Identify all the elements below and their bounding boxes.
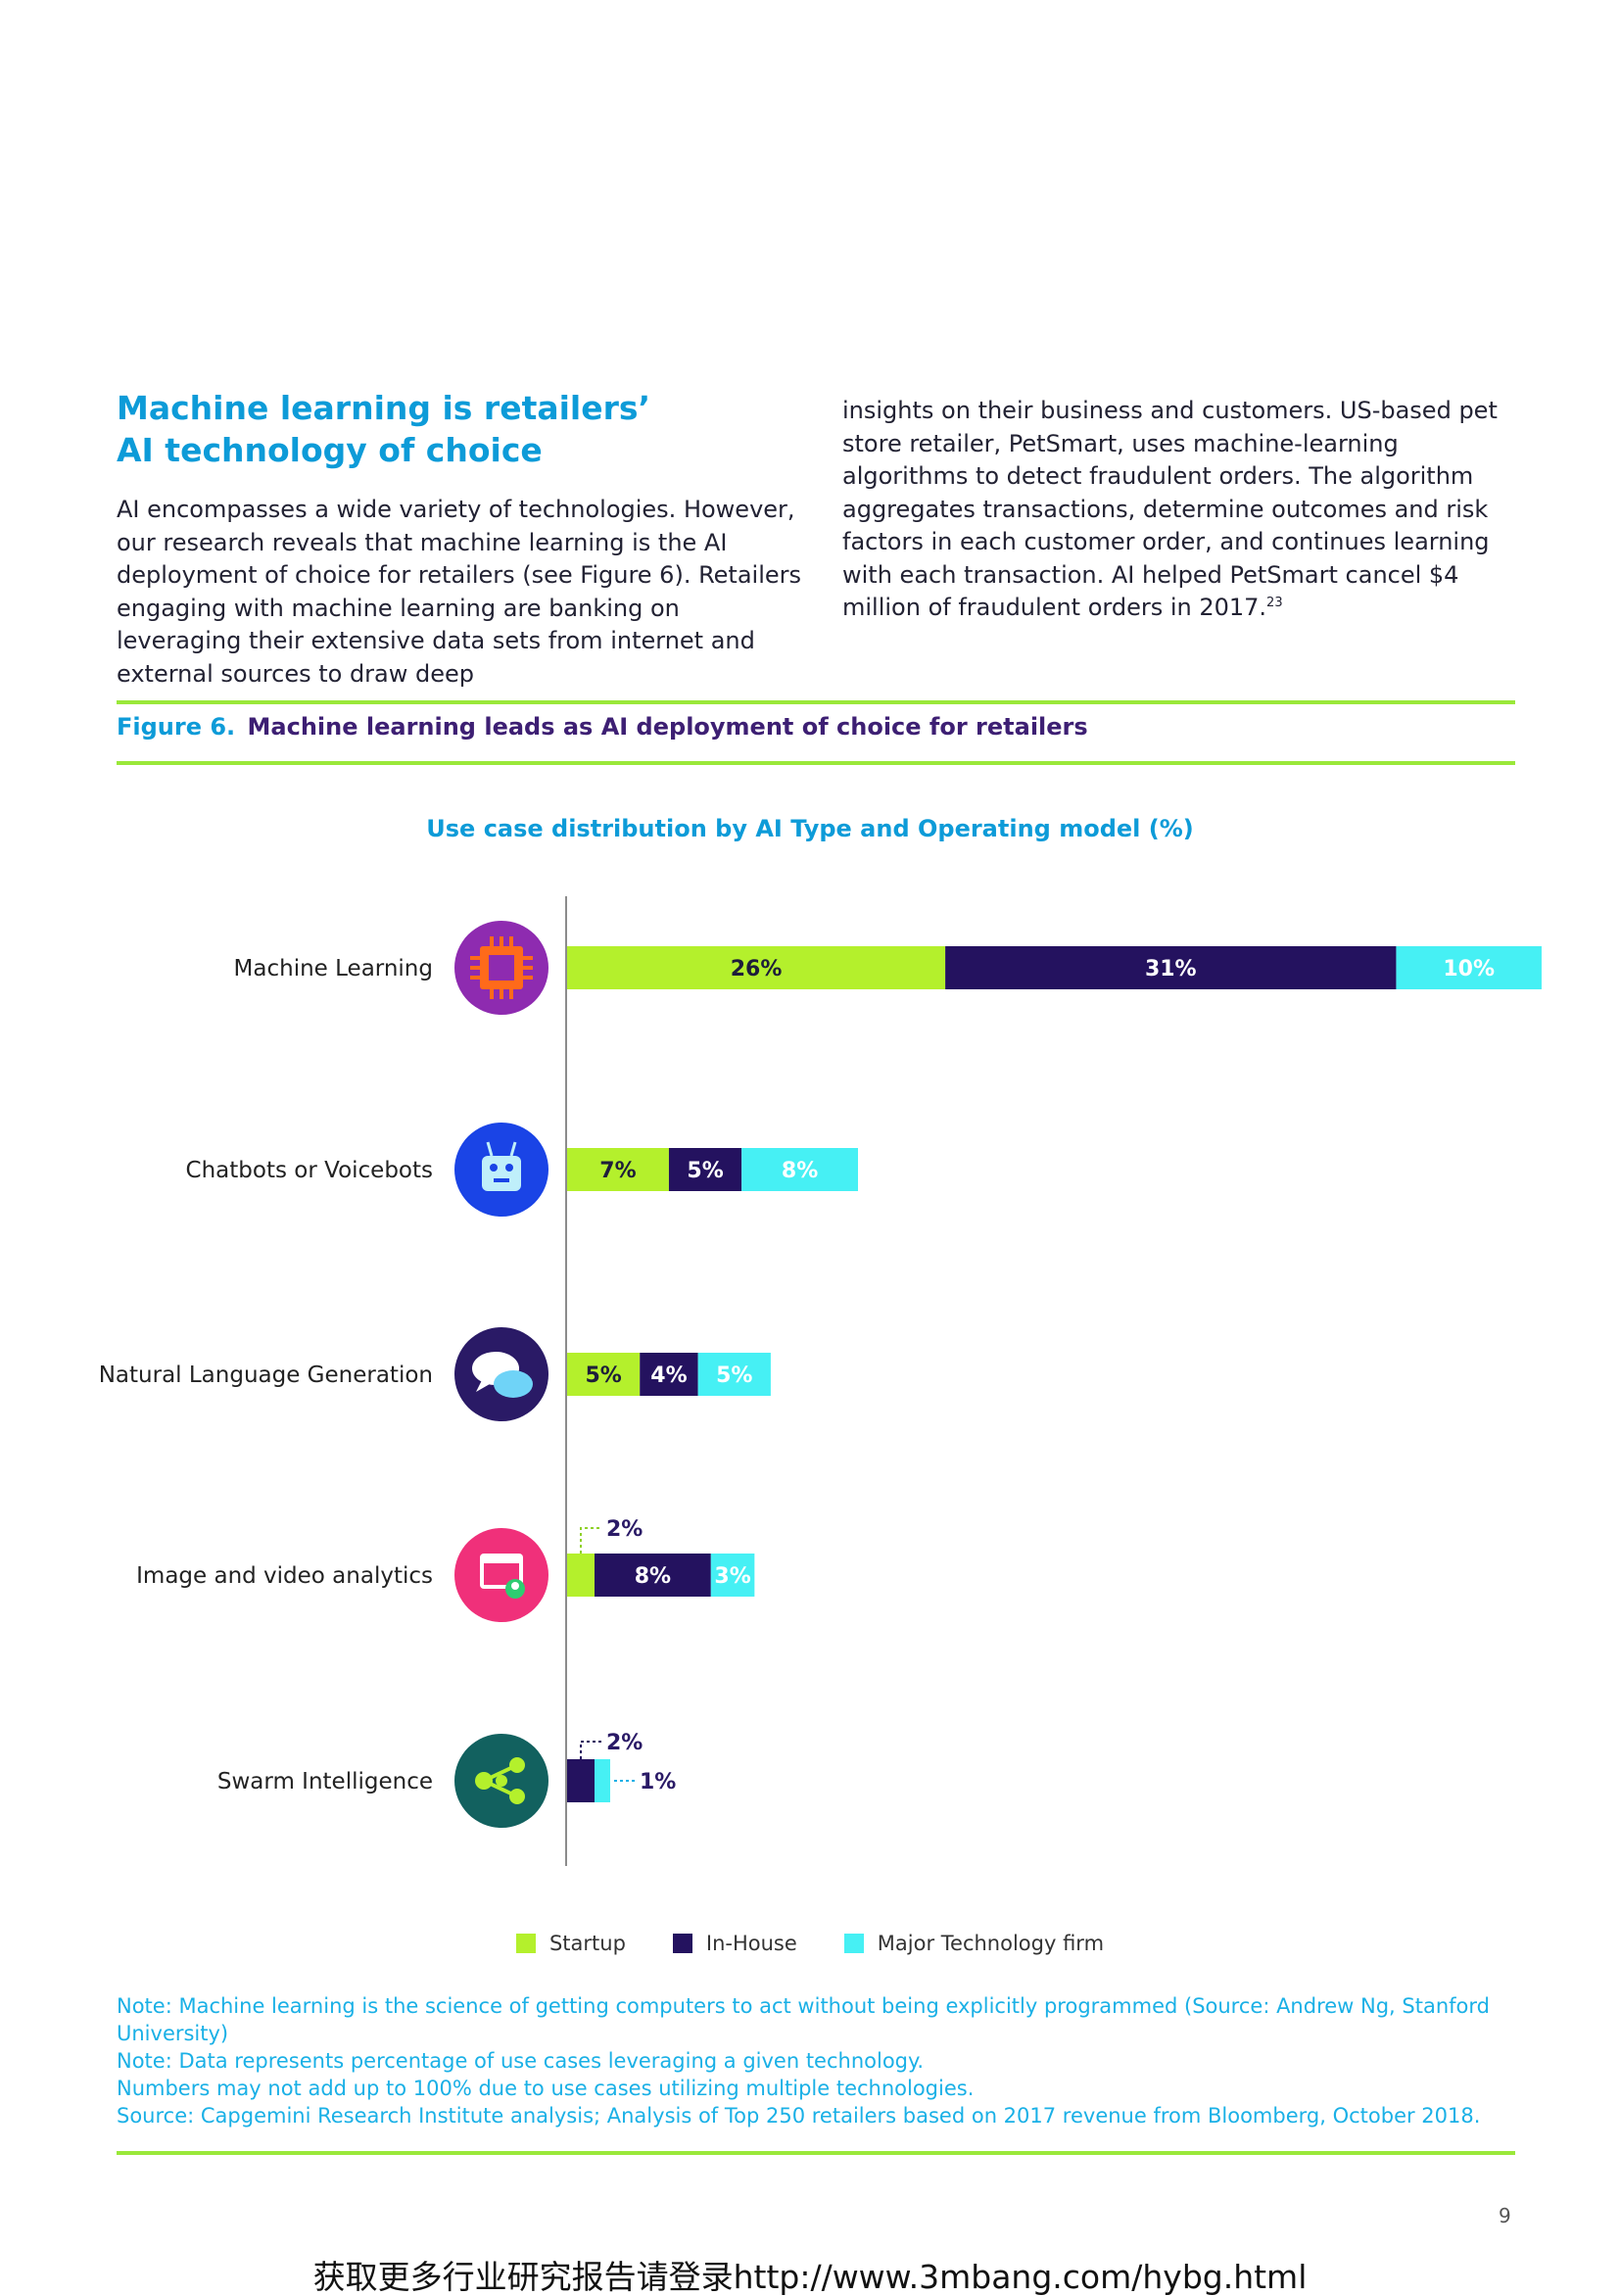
body-text-column-2-text: insights on their business and customers… [842, 397, 1498, 621]
category-label: Natural Language Generation [99, 1363, 433, 1388]
category-label: Swarm Intelligence [217, 1769, 433, 1794]
chart-title: Use case distribution by AI Type and Ope… [426, 815, 1194, 842]
bar-segment [567, 1759, 595, 1802]
bar-segment [640, 1353, 698, 1396]
legend-label: In-House [705, 1932, 797, 1955]
bar-value-label: 8% [782, 1159, 818, 1183]
section-heading: Machine learning is retailers’ AI techno… [117, 389, 651, 469]
legend-swatch [515, 1934, 536, 1953]
page-number: 9 [1499, 2204, 1511, 2227]
chart-legend: Startup In-House Major Technology firm [0, 1932, 1620, 1955]
note-line: Note: Machine learning is the science of… [117, 1994, 1490, 2045]
notes-bottom-rule [117, 2151, 1515, 2155]
bar-value-label: 7% [599, 1159, 636, 1183]
bar-value-label: 31% [1145, 957, 1197, 981]
figure-bottom-rule [117, 761, 1515, 765]
figure-caption: Machine learning leads as AI deployment … [247, 713, 1088, 741]
figure-title: Figure 6. Machine learning leads as AI d… [117, 713, 1088, 741]
legend-label: Startup [548, 1932, 626, 1955]
chat-bubbles-icon [454, 1327, 548, 1421]
bar-value-label: 2% [606, 1731, 643, 1755]
bar-segment [567, 1353, 641, 1396]
legend-swatch [672, 1934, 692, 1953]
bar-segment [710, 1554, 755, 1597]
bar-segment [567, 1554, 595, 1597]
category-label: Image and video analytics [136, 1563, 433, 1589]
category-label: Machine Learning [234, 956, 433, 981]
figure-number: Figure 6. [117, 713, 236, 741]
robot-icon [454, 1123, 548, 1217]
bar-segment [945, 946, 1397, 989]
bar-value-label: 5% [687, 1159, 723, 1183]
note-line: Numbers may not add up to 100% due to us… [117, 2077, 975, 2100]
bar-segment [697, 1353, 771, 1396]
callout-leader [580, 1527, 602, 1554]
chip-icon [454, 921, 548, 1015]
body-text-column-2: insights on their business and customers… [842, 395, 1528, 625]
legend-item: Startup [515, 1932, 626, 1955]
note-line: Source: Capgemini Research Institute ana… [117, 2104, 1481, 2128]
figure-top-rule [117, 700, 1515, 704]
bar-segment [567, 1148, 669, 1191]
legend-label: Major Technology firm [877, 1932, 1105, 1955]
video-analytics-icon [454, 1528, 548, 1622]
figure-notes: Note: Machine learning is the science of… [117, 1992, 1517, 2129]
bar-value-label: 5% [585, 1363, 621, 1388]
footer-link[interactable]: 获取更多行业研究报告请登录http://www.3mbang.com/hybg.… [312, 2258, 1308, 2296]
legend-swatch [843, 1934, 864, 1953]
bar-value-label: 5% [716, 1363, 752, 1388]
bar-value-label: 10% [1443, 957, 1495, 981]
body-text-column-1: AI encompasses a wide variety of technol… [117, 496, 802, 688]
bar-value-label: 4% [650, 1363, 687, 1388]
bar-value-label: 1% [640, 1770, 676, 1794]
legend-item: Major Technology firm [843, 1932, 1105, 1955]
bar-segment [741, 1148, 858, 1191]
legend-item: In-House [672, 1932, 797, 1955]
bar-segment [595, 1759, 610, 1802]
category-label: Chatbots or Voicebots [186, 1158, 433, 1183]
callout-leader [580, 1741, 602, 1759]
bar-segment [567, 946, 946, 989]
bar-segment [595, 1554, 711, 1597]
note-line: Note: Data represents percentage of use … [117, 2049, 925, 2073]
swarm-nodes-icon [454, 1734, 548, 1828]
bar-value-label: 8% [635, 1564, 671, 1589]
bar-segment [668, 1148, 742, 1191]
bar-segment [1396, 946, 1542, 989]
bar-value-label: 3% [714, 1564, 750, 1589]
bar-value-label: 26% [731, 957, 783, 981]
bar-value-label: 2% [606, 1517, 643, 1542]
footnote-ref: 23 [1266, 596, 1283, 610]
